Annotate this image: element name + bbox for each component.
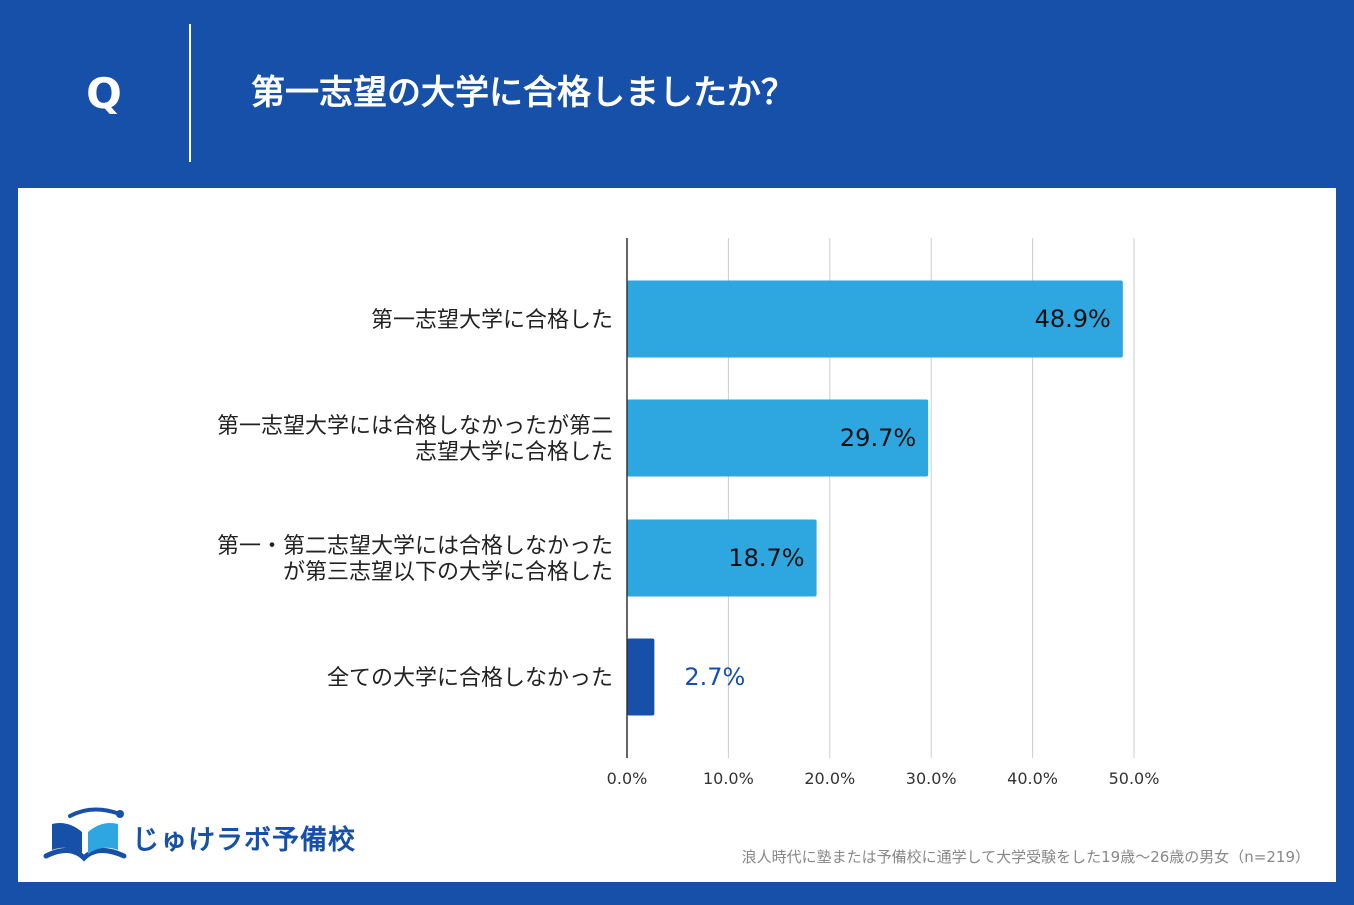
category-label: 第一志望大学に合格した [371,308,613,333]
data-label: 29.7% [840,424,916,452]
data-label: 48.9% [1035,305,1111,333]
bar [627,638,655,716]
category-label: 第一志望大学には合格しなかったが第二 [217,414,613,439]
x-tick-label: 0.0% [607,769,648,788]
bar [627,519,817,597]
brand-name: じゅけラボ予備校 [132,825,356,856]
header-divider [189,24,191,162]
category-label: が第三志望以下の大学に合格した [283,560,613,585]
data-label: 18.7% [728,544,804,572]
chart-panel: 0.0% 10.0% 20.0% 30.0% 40.0% 50.0% 48.9% 第一志望大学… [18,188,1336,882]
question-title: 第一志望の大学に合格しましたか？ [251,73,795,113]
brand-logo: じゅけラボ予備校 [40,806,360,866]
q-label: Q [86,69,122,118]
x-tick-label: 20.0% [804,769,855,788]
x-tick-label: 10.0% [703,769,754,788]
survey-footnote: 浪人時代に塾または予備校に通学して大学受験をした19歳～26歳の男女（n=219… [741,848,1310,866]
open-book-icon [43,807,127,862]
data-label: 2.7% [684,663,745,691]
category-label: 第一・第二志望大学には合格しなかった [217,534,613,559]
category-label: 志望大学に合格した [415,440,613,465]
bar [627,280,1123,358]
x-tick-label: 50.0% [1109,769,1160,788]
category-label: 全ての大学に合格しなかった [327,666,613,691]
x-tick-label: 30.0% [906,769,957,788]
bar [627,399,929,477]
bar-chart: 0.0% 10.0% 20.0% 30.0% 40.0% 50.0% 48.9% 第一志望大学… [217,238,1160,788]
question-header: Q 第一志望の大学に合格しましたか？ [0,0,1354,188]
x-tick-label: 40.0% [1007,769,1058,788]
